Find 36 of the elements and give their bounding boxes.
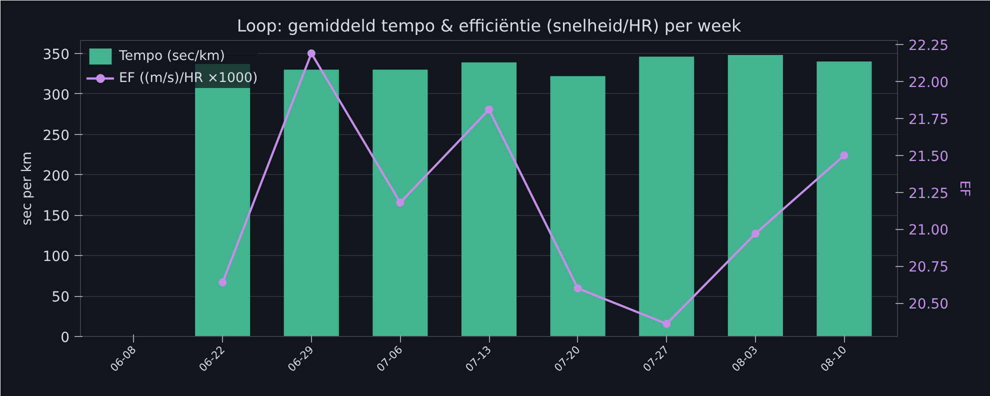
bar bbox=[816, 62, 872, 336]
bar bbox=[284, 70, 339, 336]
point bbox=[840, 151, 848, 160]
point bbox=[396, 198, 404, 207]
point bbox=[218, 278, 227, 286]
y2-tick-label: 20.50 bbox=[908, 296, 949, 313]
y2-tick-label: 20.75 bbox=[908, 260, 949, 276]
chart-title: Loop: gemiddeld tempo & efficiëntie (snelheid/HR) per week bbox=[236, 16, 742, 36]
y2-tick-label: 21.50 bbox=[908, 148, 949, 165]
bar bbox=[461, 62, 517, 336]
bar bbox=[550, 76, 606, 336]
point bbox=[751, 230, 760, 238]
y-tick-label: 300 bbox=[42, 87, 70, 104]
y2-tick-label: 21.75 bbox=[908, 112, 949, 128]
y-axis-title: sec per km bbox=[20, 152, 35, 226]
y2-tick-label: 22.25 bbox=[908, 38, 949, 54]
point bbox=[574, 284, 582, 292]
point bbox=[662, 320, 671, 328]
y-tick-label: 150 bbox=[42, 208, 70, 225]
point bbox=[485, 106, 493, 114]
y-tick-label: 350 bbox=[42, 46, 70, 63]
legend-label: Tempo (sec/km) bbox=[119, 48, 225, 64]
bar bbox=[728, 55, 783, 336]
y2-tick-label: 22.00 bbox=[908, 74, 949, 91]
bar bbox=[372, 70, 428, 336]
y-tick-label: 100 bbox=[42, 249, 70, 266]
y2-axis-title: EF bbox=[956, 180, 972, 197]
point bbox=[307, 49, 316, 58]
bar bbox=[639, 56, 694, 336]
y-tick-label: 50 bbox=[52, 290, 70, 306]
y2-tick-label: 21.00 bbox=[908, 222, 949, 239]
y2-tick-label: 21.25 bbox=[908, 186, 949, 202]
y-tick-label: 0 bbox=[60, 330, 70, 346]
legend-label: EF ((m/s)/HR ×1000) bbox=[119, 70, 258, 86]
y-tick-label: 200 bbox=[42, 168, 70, 184]
y-tick-label: 250 bbox=[42, 128, 70, 144]
